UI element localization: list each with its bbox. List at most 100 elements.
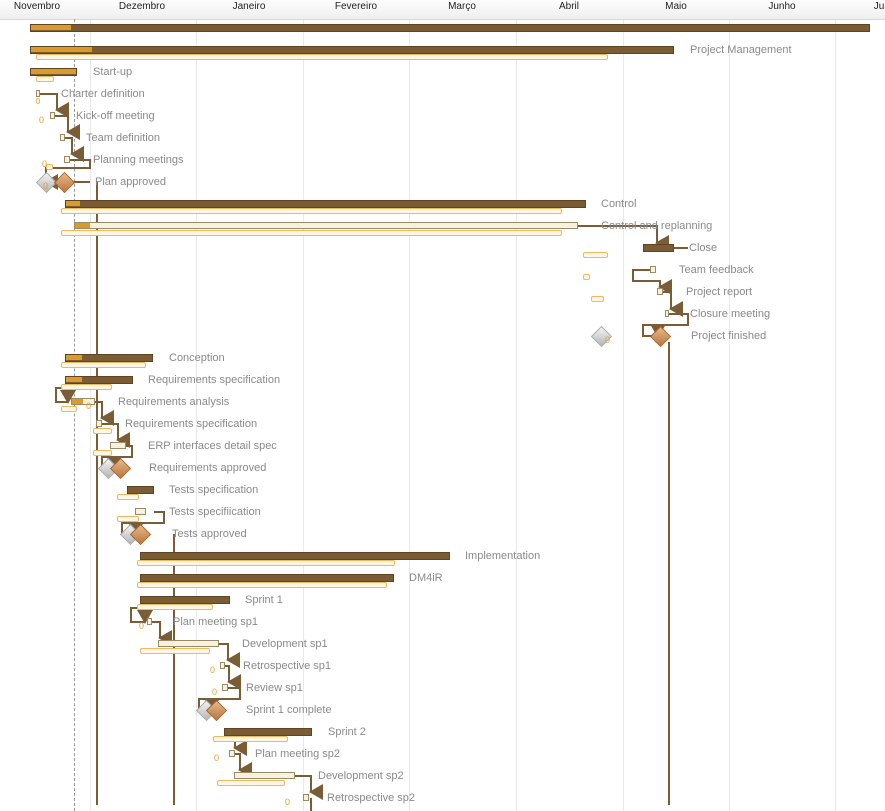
month-gridline (196, 0, 197, 811)
baseline-zero-mark: 0 (39, 115, 45, 125)
progress-bar (66, 355, 82, 360)
dependency-link (663, 291, 683, 317)
baseline-zero-mark: 0 (210, 665, 216, 675)
task-bar[interactable] (650, 266, 656, 273)
summary-bar[interactable] (65, 376, 133, 384)
month-gridline (516, 0, 517, 811)
task-label: Requirements analysis (118, 396, 230, 408)
task-bar[interactable] (158, 640, 219, 647)
task-label: Plan meeting sp1 (173, 616, 258, 628)
month-gridline (303, 0, 304, 811)
task-label: Closure meeting (690, 308, 771, 320)
baseline-bar (137, 604, 213, 610)
task-bar[interactable] (60, 134, 65, 141)
task-label: Team definition (86, 132, 160, 144)
task-bar[interactable] (665, 310, 669, 317)
dependency-link (102, 423, 130, 448)
task-bar[interactable] (234, 772, 295, 779)
dependency-link (152, 621, 172, 646)
summary-bar[interactable] (127, 486, 154, 494)
task-label: Plan approved (95, 176, 166, 188)
summary-bar[interactable] (30, 24, 870, 32)
baseline-bar (61, 230, 562, 236)
task-bar[interactable] (36, 90, 40, 97)
baseline-bar (93, 450, 112, 456)
task-label: Conception (169, 352, 225, 364)
task-bar[interactable] (303, 794, 309, 801)
dependency-link (632, 269, 672, 295)
month-label: Fevereiro (334, 1, 378, 12)
task-label: Requirements specification (148, 374, 281, 386)
baseline-zero-mark: 0 (42, 159, 48, 169)
task-label: Project report (686, 286, 753, 298)
baseline-zero-mark: 0 (212, 687, 218, 697)
month-label: Abril (558, 1, 580, 12)
baseline-bar (93, 428, 112, 434)
baseline-bar (213, 736, 288, 742)
task-bar[interactable] (64, 156, 70, 163)
dependency-link (55, 115, 80, 140)
task-label: Sprint 1 (245, 594, 283, 606)
progress-bar (75, 223, 90, 228)
task-label: DM4iR (409, 572, 443, 584)
month-gridline (409, 0, 410, 811)
task-bar[interactable] (135, 508, 146, 515)
baseline-bar (137, 560, 395, 566)
task-label: Sprint 2 (328, 726, 366, 738)
task-bar[interactable] (74, 222, 578, 229)
task-label: Requirements specification (125, 418, 258, 430)
baseline-bar (117, 494, 139, 500)
baseline-zero-mark: 0 (86, 401, 92, 411)
task-label: Implementation (465, 550, 541, 562)
summary-bar[interactable] (140, 552, 450, 560)
baseline-bar (61, 362, 146, 368)
progress-bar (31, 47, 92, 52)
baseline-bar (36, 98, 40, 104)
summary-bar[interactable] (65, 200, 586, 208)
task-label: Kick-off meeting (76, 110, 155, 122)
month-label: Ju (873, 1, 885, 12)
task-bar[interactable] (222, 684, 228, 691)
timeline-header: Novembro Dezembro Janeiro Fevereiro Març… (0, 0, 885, 20)
baseline-bar (137, 582, 387, 588)
task-bar[interactable] (229, 750, 235, 757)
summary-bar[interactable] (65, 354, 153, 362)
month-label: Março (448, 1, 476, 12)
summary-bar[interactable] (140, 574, 394, 582)
task-bar[interactable] (147, 618, 152, 625)
task-bar[interactable] (50, 112, 55, 119)
task-label: Project Management (690, 44, 792, 56)
summary-bar[interactable] (643, 244, 674, 252)
progress-bar (31, 69, 76, 74)
baseline-zero-mark: 0 (139, 621, 145, 631)
summary-bar[interactable] (30, 46, 674, 54)
baseline-bar (117, 516, 139, 522)
dependency-link (95, 401, 114, 426)
task-label: Project finished (691, 330, 767, 342)
task-label: Plan meeting sp2 (255, 748, 340, 760)
today-marker-line (74, 19, 75, 811)
task-label: Retrospective sp1 (243, 660, 332, 672)
task-bar[interactable] (657, 288, 663, 295)
task-label: Control and replanning (601, 220, 713, 232)
task-label: Development sp1 (242, 638, 328, 650)
baseline-zero-mark: 0 (214, 753, 220, 763)
task-label: Tests approved (172, 528, 247, 540)
baseline-bar (217, 780, 285, 786)
summary-bar[interactable] (224, 728, 312, 736)
summary-bar[interactable] (140, 596, 230, 604)
progress-bar (66, 201, 80, 206)
dependency-link (235, 753, 252, 778)
baseline-bar (61, 208, 562, 214)
task-bar[interactable] (96, 420, 102, 427)
baseline-zero-mark: 0 (605, 335, 611, 345)
task-label: Sprint 1 complete (246, 704, 332, 716)
baseline-bar (46, 164, 53, 170)
task-bar[interactable] (220, 662, 225, 669)
month-label: Novembro (13, 1, 61, 12)
task-bar[interactable] (110, 442, 126, 449)
task-bar[interactable] (71, 398, 95, 405)
dependency-link (295, 775, 323, 800)
